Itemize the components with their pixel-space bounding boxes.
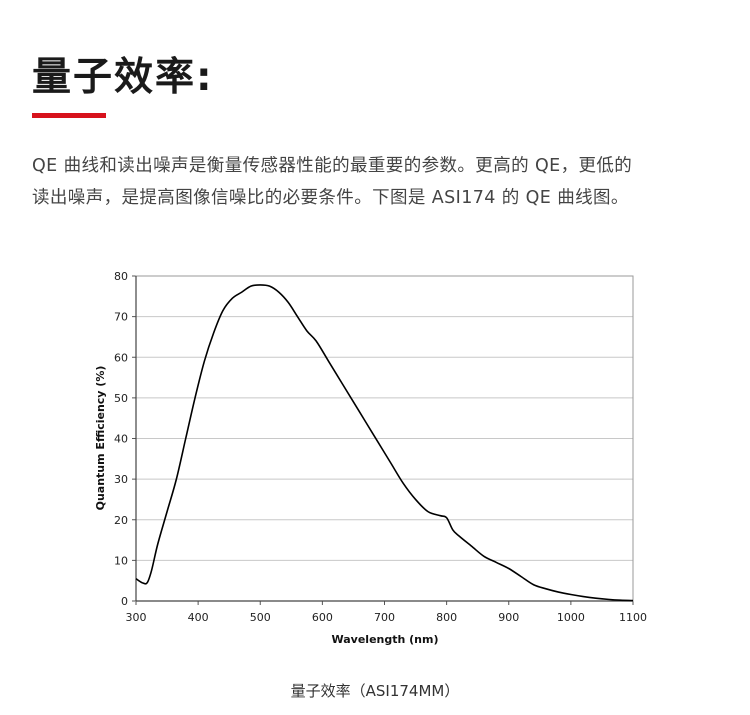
section-heading: 量子效率: [32,55,214,100]
qe-chart: 0 10 20 30 40 50 60 70 80 300 400 500 600 700 800 900 1… [94,270,648,646]
grid-lines [136,275,633,561]
x-tick-label-400: 400 [188,611,209,624]
x-tick-label-600: 600 [312,611,333,624]
y-axis-label: Quantum Efficiency (%) [94,366,107,511]
x-tick-label-1000: 1000 [557,611,585,624]
intro-paragraph: QE 曲线和读出噪声是衡量传感器性能的最重要的参数。更高的 QE，更低的 读出噪… [32,150,732,214]
heading-accent-underline [32,113,106,118]
x-tick-labels: 300 400 500 600 700 800 900 1000 1100 [126,611,648,624]
x-tick-label-1100: 1100 [619,611,647,624]
x-tick-label-300: 300 [126,611,147,624]
y-tick-label-40: 40 [114,433,128,446]
y-tick-label-70: 70 [114,311,128,324]
x-tick-label-500: 500 [250,611,271,624]
qe-curve-group [135,284,634,602]
chart-caption: 量子效率（ASI174MM） [290,682,460,700]
y-tick-label-20: 20 [114,514,128,527]
x-tick-label-700: 700 [374,611,395,624]
y-tick-label-30: 30 [114,473,128,486]
y-tick-label-10: 10 [114,554,128,567]
x-tick-label-900: 900 [498,611,519,624]
axes [132,275,634,605]
y-tick-label-0: 0 [121,595,128,608]
qe-curve-line [135,284,634,602]
intro-line-1: QE 曲线和读出噪声是衡量传感器性能的最重要的参数。更高的 QE，更低的 [32,156,633,176]
x-tick-label-800: 800 [436,611,457,624]
x-axis-label: Wavelength (nm) [332,633,439,646]
y-tick-label-60: 60 [114,351,128,364]
y-tick-labels: 0 10 20 30 40 50 60 70 80 [114,270,128,608]
y-tick-label-50: 50 [114,392,128,405]
y-tick-label-80: 80 [114,270,128,283]
intro-line-2: 读出噪声，是提高图像信噪比的必要条件。下图是 ASI174 的 QE 曲线图。 [32,188,629,208]
